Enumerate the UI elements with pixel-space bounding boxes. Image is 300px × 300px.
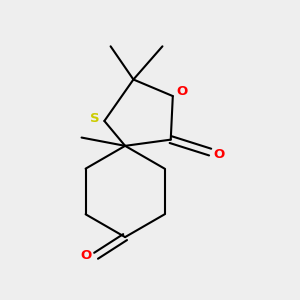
Text: O: O bbox=[214, 148, 225, 160]
Text: S: S bbox=[90, 112, 100, 125]
Text: O: O bbox=[80, 249, 91, 262]
Text: O: O bbox=[176, 85, 188, 98]
